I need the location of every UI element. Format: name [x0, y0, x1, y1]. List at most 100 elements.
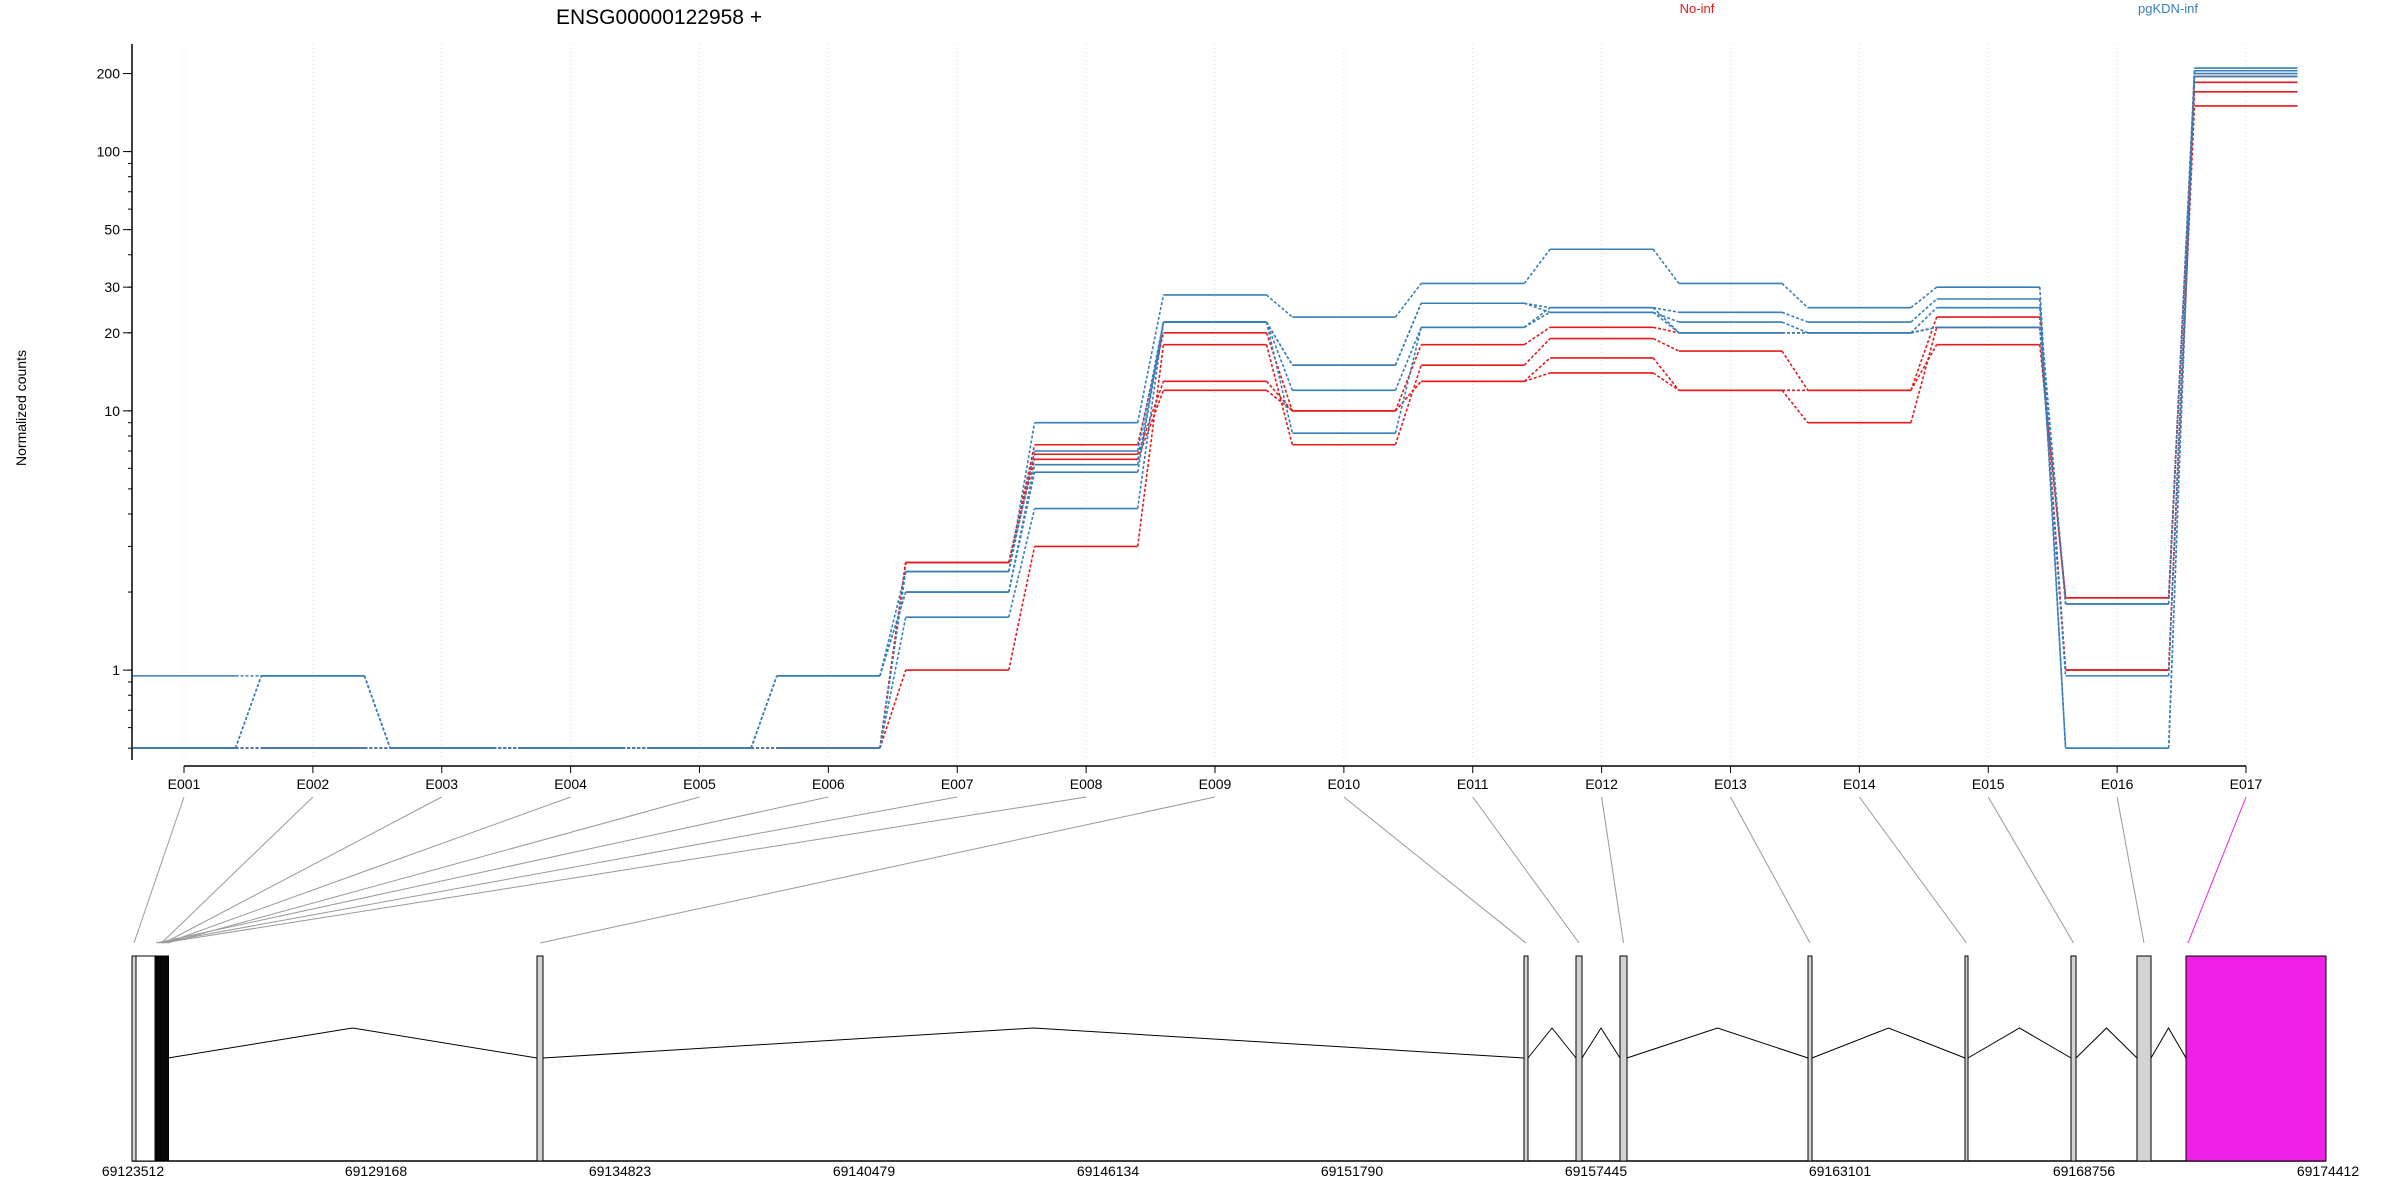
exon-connector	[1472, 796, 1580, 944]
exon-connector	[167, 796, 700, 944]
y-tick-label: 100	[97, 144, 121, 160]
series-connector	[879, 669, 907, 749]
series-No-inf-1	[132, 91, 2298, 749]
series-connector	[234, 675, 263, 749]
genomic-coordinate-label: 69168756	[2053, 1163, 2116, 1179]
x-tick-label: E017	[2230, 776, 2263, 792]
x-tick-label: E016	[2101, 776, 2134, 792]
series-connector	[1910, 307, 1938, 334]
x-tick-label: E014	[1843, 776, 1876, 792]
series-connector	[1266, 294, 1293, 318]
x-tick-label: E005	[683, 776, 716, 792]
series-connector	[879, 571, 907, 677]
series-connector	[1652, 311, 1680, 323]
series-connector	[1523, 338, 1551, 366]
intron-line	[1527, 1027, 1577, 1059]
series-lines	[132, 67, 2298, 749]
intron-line	[167, 1027, 538, 1059]
series-pgKDN-inf-6	[132, 72, 2298, 749]
series-connector	[1524, 302, 1551, 309]
exon-connector	[1343, 796, 1527, 944]
series-connector	[1910, 286, 1938, 309]
x-tick-label: E006	[812, 776, 845, 792]
gridlines	[183, 44, 2247, 758]
exon-box	[157, 955, 161, 1162]
intron-line	[1811, 1027, 1966, 1059]
y-axis-label: Normalized counts	[13, 350, 29, 466]
legend-pgkdn-inf: pgKDN-inf	[2138, 1, 2198, 16]
series-connector	[1136, 321, 1165, 509]
exon-connector	[2116, 796, 2145, 944]
series-connector	[2167, 76, 2196, 676]
exon-box	[536, 955, 544, 1162]
x-tick-label: E010	[1328, 776, 1361, 792]
x-tick-label: E007	[941, 776, 974, 792]
intron-line	[542, 1027, 1525, 1059]
series-connector	[1652, 248, 1680, 284]
genomic-coordinate-label: 69157445	[1565, 1163, 1628, 1179]
intron-line	[2150, 1027, 2187, 1059]
series-connector	[1394, 282, 1422, 318]
series-connector	[1653, 306, 1680, 314]
genomic-coordinate-label: 69123512	[102, 1163, 165, 1179]
x-tick-label: E013	[1714, 776, 1747, 792]
genomic-coordinate-label: 69140479	[833, 1163, 896, 1179]
x-tick-label: E012	[1585, 776, 1618, 792]
series-connector	[1008, 422, 1036, 572]
series-connector	[2039, 307, 2067, 604]
intron-line	[1581, 1027, 1621, 1059]
exon-box	[2136, 955, 2152, 1162]
series-connector	[879, 562, 907, 749]
series-connector	[1008, 508, 1036, 618]
exon-connector	[163, 796, 442, 944]
series-connector	[1781, 311, 1809, 323]
series-connector	[363, 675, 391, 749]
exon-connector	[1730, 796, 1811, 944]
series-No-inf-2	[132, 105, 2298, 749]
legend-no-inf: No-inf	[1680, 1, 1715, 16]
x-tick-label: E003	[425, 776, 458, 792]
series-connector	[1008, 546, 1036, 671]
exon-box	[2185, 955, 2327, 1162]
series-connector	[879, 562, 907, 749]
series-connector	[1266, 389, 1293, 412]
series-connector	[1008, 464, 1036, 593]
genomic-coordinate-label: 69151790	[1321, 1163, 1384, 1179]
series-connector	[1523, 248, 1551, 284]
y-tick-label: 30	[104, 279, 120, 295]
series-connector	[1523, 326, 1551, 346]
exon-box	[154, 955, 158, 1162]
series-connector	[1136, 321, 1165, 473]
x-tick-label: E011	[1457, 776, 1489, 792]
series-connector	[1394, 380, 1422, 412]
series-connector	[879, 562, 907, 749]
series-pgKDN-inf-8	[132, 69, 2298, 749]
genomic-coordinate-label: 69129168	[345, 1163, 408, 1179]
series-connector	[1523, 311, 1551, 328]
series-connector	[1910, 298, 1938, 323]
series-connector	[1265, 321, 1294, 366]
x-axis: E001 E002 E003 E004 E005 E006 E007 E008 E009 E010…	[168, 765, 2263, 792]
y-tick-label: 1	[112, 662, 120, 678]
gene-model: 69123512 69129168 69134823 69140479 69146134…	[102, 955, 2359, 1179]
series-connector	[2167, 70, 2196, 604]
exon-box	[160, 955, 164, 1162]
exon-connector	[1987, 796, 2074, 944]
exon-connector	[155, 796, 829, 944]
series-connector	[1523, 357, 1551, 382]
series-connector	[1910, 326, 1937, 334]
y-tick-label: 50	[104, 222, 120, 238]
exon-box	[1575, 955, 1583, 1162]
series-connector	[2039, 327, 2067, 676]
exon-connector	[161, 796, 314, 944]
series-connector	[1136, 390, 1165, 460]
series-connector	[1136, 344, 1165, 547]
series-connector	[1653, 326, 1680, 334]
series-connector	[750, 675, 778, 749]
series-connector	[1394, 364, 1422, 445]
intron-line	[1967, 1027, 2072, 1059]
x-tick-label: E001	[168, 776, 201, 792]
series-connector	[1265, 380, 1293, 412]
series-connector	[1136, 321, 1165, 452]
